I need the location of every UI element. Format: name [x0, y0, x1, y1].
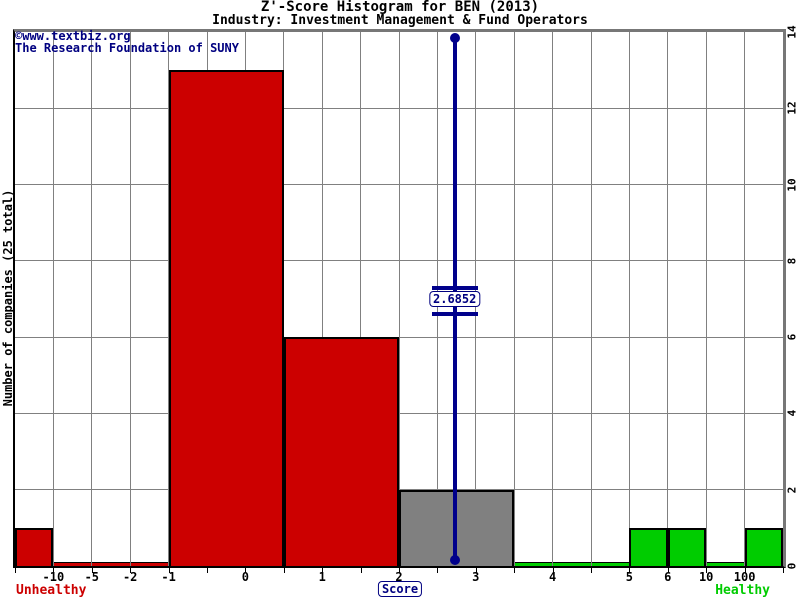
zero-bin-strip — [706, 562, 745, 566]
horizontal-gridline — [15, 184, 783, 186]
x-axis-tickmark — [168, 568, 170, 573]
x-axis-tick-label: 2 — [395, 570, 403, 584]
x-axis-tickmark — [744, 568, 746, 573]
vertical-gridline — [321, 32, 323, 566]
zero-bin-strip — [91, 562, 131, 566]
y-axis-tick-label: 6 — [785, 333, 799, 341]
y-axis-tick-label: 4 — [785, 410, 799, 417]
x-axis-tickmark — [552, 568, 554, 573]
watermark-line2: The Research Foundation of SUNY — [15, 41, 239, 55]
x-axis-tickmark — [15, 568, 16, 573]
vertical-gridline — [667, 32, 669, 566]
y-axis-tick-label: 12 — [785, 101, 799, 115]
vertical-gridline — [360, 32, 362, 566]
x-axis-tick-label: 6 — [664, 570, 672, 584]
vertical-gridline — [590, 32, 592, 566]
histogram-bar — [15, 527, 54, 566]
vertical-gridline — [283, 32, 285, 566]
score-marker-bottom-dot — [449, 555, 460, 565]
score-marker-value: 2.6852 — [428, 291, 481, 307]
x-axis-tickmark — [91, 568, 93, 573]
x-axis-tickmark — [283, 568, 285, 573]
horizontal-gridline — [15, 412, 783, 414]
x-axis-tick-label: 5 — [625, 570, 634, 584]
x-axis-label: Score — [377, 581, 423, 597]
x-axis-tick-label: 0 — [241, 570, 250, 584]
x-axis-tick-label: 1 — [318, 570, 326, 584]
x-axis-tickmark — [322, 568, 324, 573]
score-marker-upper-crossbar — [431, 286, 478, 290]
healthy-label: Healthy — [715, 583, 770, 598]
chart-title: Z'-Score Histogram for BEN (2013) — [260, 0, 540, 15]
y-axis-tick-label: 14 — [785, 25, 799, 39]
x-axis-tick-label: 3 — [472, 570, 480, 584]
vertical-gridline — [705, 32, 707, 566]
horizontal-gridline — [15, 336, 783, 338]
x-axis-tickmark — [706, 568, 708, 573]
y-axis-tick-label: 0 — [785, 562, 799, 570]
x-axis-tickmark — [514, 568, 516, 573]
histogram-bar — [629, 527, 668, 566]
y-axis-tick-label: 8 — [785, 257, 799, 265]
x-axis-tickmark — [629, 568, 631, 573]
score-marker-lower-crossbar — [431, 312, 478, 316]
vertical-gridline — [628, 32, 630, 566]
x-axis-tickmark — [130, 568, 132, 573]
watermark-line1: ©www.textbiz.org — [15, 29, 131, 43]
histogram-bar — [168, 70, 284, 566]
x-axis-tickmark — [667, 568, 669, 573]
watermark: ©www.textbiz.org The Research Foundation… — [15, 30, 239, 54]
vertical-gridline — [552, 32, 554, 566]
vertical-gridline — [744, 32, 746, 566]
histogram-bar — [667, 527, 707, 566]
unhealthy-label: Unhealthy — [16, 583, 87, 598]
x-axis-tick-label: -10 — [42, 570, 65, 584]
x-axis-tick-label: -5 — [84, 570, 100, 584]
zero-bin-strip — [53, 562, 92, 566]
zero-bin-strip — [514, 562, 553, 566]
y-axis-tick-label: 2 — [785, 486, 799, 494]
histogram-bar — [744, 527, 783, 566]
vertical-gridline — [129, 32, 131, 566]
histogram-bar — [283, 337, 399, 566]
x-axis-tick-label: 100 — [733, 570, 756, 584]
plot-area: 2.6852 — [13, 29, 786, 568]
horizontal-gridline — [15, 107, 783, 109]
vertical-gridline — [52, 32, 54, 566]
y-axis-tick-label: 10 — [785, 177, 799, 192]
y-axis-label: Number of companies (25 total) — [1, 189, 15, 407]
x-axis-tickmark — [360, 568, 362, 573]
x-axis-tick-label: 4 — [548, 570, 557, 584]
x-axis-tick-label: -1 — [161, 570, 176, 584]
horizontal-gridline — [15, 260, 783, 262]
x-axis-tick-label: 10 — [698, 570, 714, 584]
x-axis-tickmark — [783, 568, 784, 573]
x-axis-tickmark — [591, 568, 592, 573]
zero-bin-strip — [130, 562, 169, 566]
x-axis-tick-label: -2 — [122, 570, 138, 584]
x-axis-tickmark — [475, 568, 477, 573]
vertical-gridline — [513, 32, 515, 566]
vertical-gridline — [398, 32, 400, 566]
x-axis-tickmark — [437, 568, 439, 573]
x-axis-tickmark — [53, 568, 55, 573]
vertical-gridline — [91, 32, 93, 566]
x-axis-tickmark — [207, 568, 208, 573]
x-axis-tickmark — [245, 568, 247, 573]
x-axis-tickmark — [399, 568, 400, 573]
score-marker-top-dot — [449, 33, 460, 43]
chart-subtitle: Industry: Investment Management & Fund O… — [212, 13, 588, 28]
